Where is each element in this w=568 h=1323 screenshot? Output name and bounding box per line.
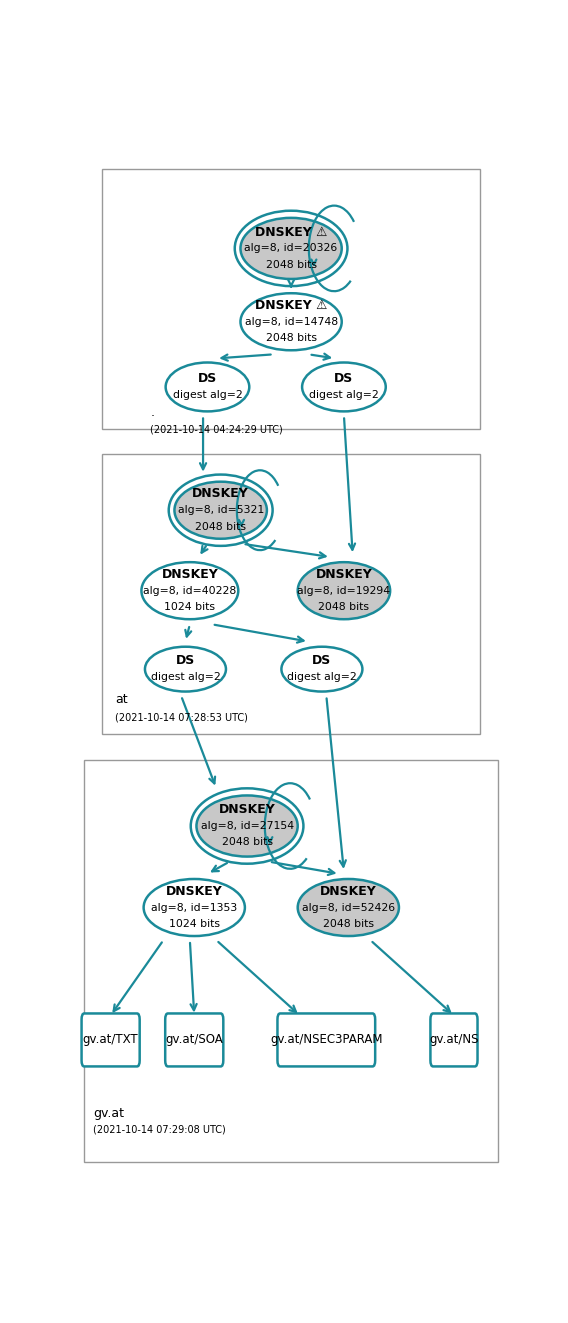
Ellipse shape: [302, 363, 386, 411]
Text: 2048 bits: 2048 bits: [266, 259, 316, 270]
Text: alg=8, id=5321: alg=8, id=5321: [178, 505, 264, 515]
Text: DNSKEY: DNSKEY: [193, 487, 249, 500]
Text: 2048 bits: 2048 bits: [323, 918, 374, 929]
Bar: [102, 169, 481, 429]
Text: DS: DS: [335, 372, 353, 385]
Text: DNSKEY: DNSKEY: [161, 568, 218, 581]
Ellipse shape: [174, 482, 267, 538]
Ellipse shape: [240, 294, 342, 351]
Text: 1024 bits: 1024 bits: [164, 602, 215, 613]
Bar: [84, 759, 498, 1162]
Ellipse shape: [166, 363, 249, 411]
Text: gv.at/TXT: gv.at/TXT: [83, 1033, 139, 1046]
Text: 2048 bits: 2048 bits: [222, 837, 273, 847]
Text: DNSKEY: DNSKEY: [166, 885, 223, 898]
FancyBboxPatch shape: [165, 1013, 223, 1066]
Text: DS: DS: [312, 655, 332, 668]
Bar: [102, 454, 481, 734]
Text: digest alg=2: digest alg=2: [287, 672, 357, 683]
Text: DNSKEY: DNSKEY: [219, 803, 275, 816]
Text: DS: DS: [176, 655, 195, 668]
Text: gv.at: gv.at: [93, 1107, 124, 1119]
Ellipse shape: [240, 218, 342, 279]
Text: DNSKEY ⚠️: DNSKEY ⚠️: [255, 226, 327, 238]
Text: alg=8, id=14748: alg=8, id=14748: [245, 316, 337, 327]
Ellipse shape: [298, 878, 399, 937]
Text: .: .: [150, 406, 154, 419]
Text: alg=8, id=40228: alg=8, id=40228: [143, 586, 236, 595]
Ellipse shape: [141, 562, 239, 619]
Text: digest alg=2: digest alg=2: [151, 672, 220, 683]
Text: DNSKEY: DNSKEY: [316, 568, 372, 581]
Text: gv.at/SOA: gv.at/SOA: [165, 1033, 223, 1046]
Text: gv.at/NS: gv.at/NS: [429, 1033, 479, 1046]
Text: 2048 bits: 2048 bits: [266, 333, 316, 343]
Text: 2048 bits: 2048 bits: [195, 521, 246, 532]
FancyBboxPatch shape: [82, 1013, 140, 1066]
Ellipse shape: [298, 562, 390, 619]
Text: (2021-10-14 07:29:08 UTC): (2021-10-14 07:29:08 UTC): [93, 1125, 225, 1135]
Text: 2048 bits: 2048 bits: [319, 602, 369, 613]
Text: alg=8, id=1353: alg=8, id=1353: [151, 902, 237, 913]
Text: DS: DS: [198, 372, 217, 385]
Text: DNSKEY ⚠️: DNSKEY ⚠️: [255, 299, 327, 312]
Text: DNSKEY: DNSKEY: [320, 885, 377, 898]
Text: alg=8, id=20326: alg=8, id=20326: [244, 243, 338, 254]
Text: alg=8, id=52426: alg=8, id=52426: [302, 902, 395, 913]
Ellipse shape: [144, 878, 245, 937]
Text: at: at: [115, 693, 128, 706]
Ellipse shape: [197, 795, 298, 856]
Text: digest alg=2: digest alg=2: [309, 390, 379, 400]
Text: 1024 bits: 1024 bits: [169, 918, 220, 929]
Ellipse shape: [145, 647, 226, 692]
Ellipse shape: [281, 647, 362, 692]
Text: alg=8, id=27154: alg=8, id=27154: [201, 822, 294, 831]
Text: digest alg=2: digest alg=2: [173, 390, 243, 400]
Text: (2021-10-14 04:24:29 UTC): (2021-10-14 04:24:29 UTC): [150, 425, 283, 435]
Text: gv.at/NSEC3PARAM: gv.at/NSEC3PARAM: [270, 1033, 383, 1046]
Text: (2021-10-14 07:28:53 UTC): (2021-10-14 07:28:53 UTC): [115, 712, 248, 722]
Text: alg=8, id=19294: alg=8, id=19294: [298, 586, 390, 595]
FancyBboxPatch shape: [431, 1013, 478, 1066]
FancyBboxPatch shape: [277, 1013, 375, 1066]
